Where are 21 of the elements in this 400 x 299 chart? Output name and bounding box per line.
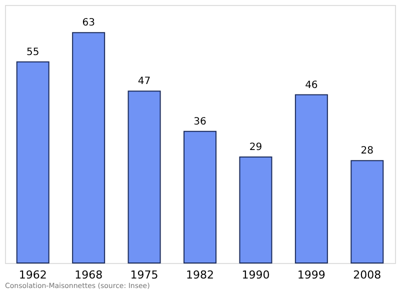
bar <box>350 160 384 264</box>
x-tick-label: 1962 <box>18 268 47 282</box>
bar <box>184 130 216 264</box>
data-label: 47 <box>138 76 151 88</box>
x-tick-label: 1990 <box>242 268 270 282</box>
data-label: 55 <box>26 46 40 58</box>
bar <box>128 90 161 264</box>
x-tick-label: 2008 <box>353 268 382 282</box>
bar <box>239 156 272 264</box>
bar <box>16 61 50 264</box>
data-label: 29 <box>249 142 262 153</box>
data-label: 63 <box>82 18 95 29</box>
x-tick-label: 1975 <box>130 268 158 282</box>
bar <box>294 94 328 264</box>
data-label: 36 <box>194 116 206 128</box>
bar <box>72 32 106 264</box>
x-tick-label: 1982 <box>186 268 214 282</box>
x-tick-label: 1968 <box>74 268 103 282</box>
data-label: 28 <box>360 146 374 157</box>
x-tick-label: 1999 <box>297 268 326 282</box>
data-label: 46 <box>305 80 318 91</box>
